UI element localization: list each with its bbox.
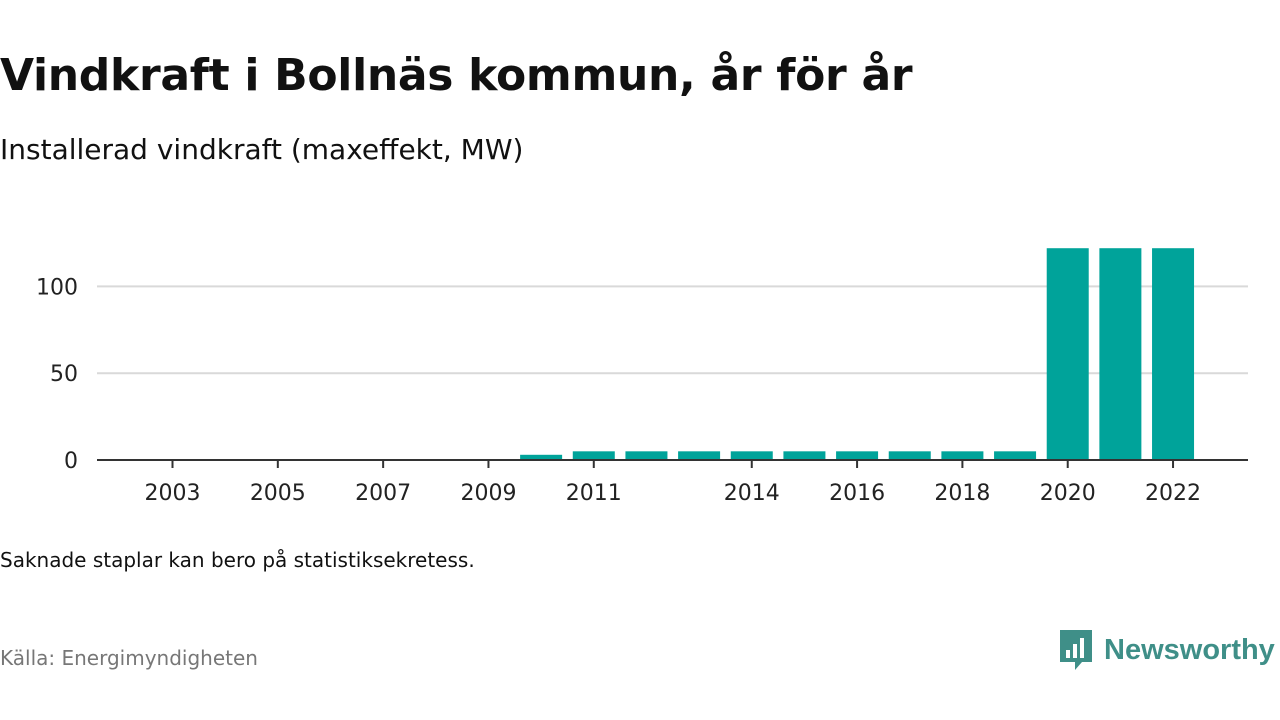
bar-2018 <box>941 451 984 460</box>
y-axis-labels: 0 50 100 <box>36 275 78 474</box>
bar-2019 <box>994 451 1037 460</box>
bars <box>520 248 1195 460</box>
bar-2021 <box>1099 248 1142 460</box>
x-axis-labels: 2003 2005 2007 2009 2011 2014 2016 2018 2020 2022 <box>145 481 1202 506</box>
bar-2017 <box>888 451 931 460</box>
bar-2015 <box>783 451 826 460</box>
bar-2013 <box>678 451 721 460</box>
x-tick-label: 2016 <box>829 481 885 506</box>
x-tick-label: 2009 <box>460 481 516 506</box>
bar-2022 <box>1152 248 1195 460</box>
bar-2016 <box>836 451 879 460</box>
x-tick-label: 2011 <box>566 481 622 506</box>
y-tick-label: 50 <box>50 362 78 387</box>
bar-2020 <box>1046 248 1089 460</box>
x-tick-label: 2018 <box>934 481 990 506</box>
x-tick-label: 2005 <box>250 481 306 506</box>
chart-title: Vindkraft i Bollnäs kommun, år för år <box>0 50 913 101</box>
chart-subtitle: Installerad vindkraft (maxeffekt, MW) <box>0 133 524 166</box>
x-tick-label: 2022 <box>1145 481 1201 506</box>
x-tick-label: 2003 <box>145 481 201 506</box>
x-tick-label: 2020 <box>1040 481 1096 506</box>
y-tick-label: 100 <box>36 275 78 300</box>
chart-note: Saknade staplar kan bero på statistiksek… <box>0 548 475 572</box>
chart-source: Källa: Energimyndigheten <box>0 646 258 670</box>
brand-name: Newsworthy <box>1104 633 1275 666</box>
bar-2012 <box>625 451 668 460</box>
x-axis <box>97 459 1248 468</box>
bar-2014 <box>730 451 773 460</box>
x-tick-label: 2014 <box>724 481 780 506</box>
bar-2011 <box>572 451 615 460</box>
y-tick-label: 0 <box>64 449 78 474</box>
bar-2010 <box>520 454 563 460</box>
newsworthy-logo[interactable]: Newsworthy <box>1058 628 1275 672</box>
newsworthy-logo-icon <box>1060 630 1092 670</box>
x-tick-label: 2007 <box>355 481 411 506</box>
